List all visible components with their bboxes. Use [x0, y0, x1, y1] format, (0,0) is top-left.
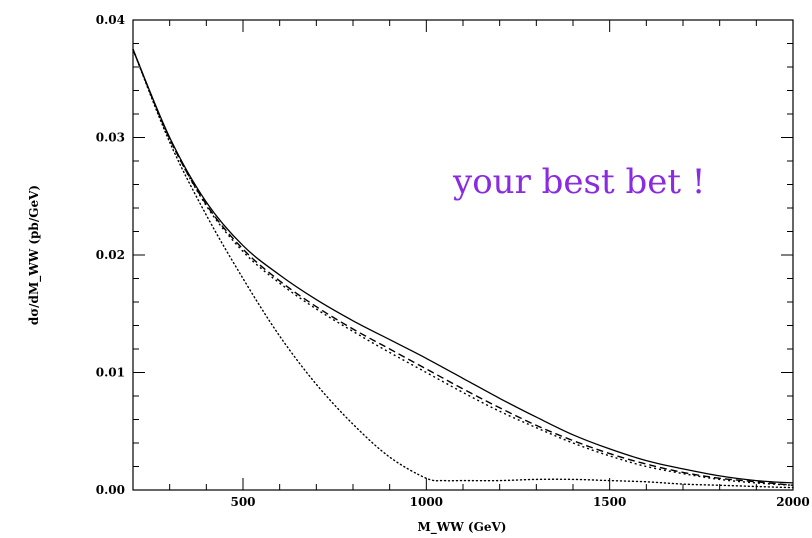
x-tick-label: 500 — [230, 495, 255, 509]
y-tick-label: 0.00 — [96, 483, 125, 497]
series-line-2-dashed — [132, 49, 794, 486]
series-layer — [132, 48, 794, 489]
plot-frame — [132, 19, 794, 491]
ticks — [133, 20, 793, 490]
y-tick-label: 0.03 — [96, 131, 125, 145]
y-axis-label: dσ/dM_WW (pb/GeV) — [27, 185, 42, 325]
y-tick-label: 0.02 — [96, 248, 125, 262]
tick-labels: 500 1000 1500 2000 0.00 0.01 0.02 0.03 0.04 — [96, 13, 810, 509]
x-tick-label: 2000 — [776, 495, 809, 509]
x-tick-label: 1500 — [593, 495, 626, 509]
annotation: your best bet ! — [452, 162, 705, 202]
x-axis-label: M_WW (GeV) — [418, 520, 507, 535]
series-line-3-dotted — [132, 49, 794, 486]
y-tick-label: 0.01 — [96, 366, 125, 380]
series-line-1-solid — [132, 49, 794, 484]
y-tick-label: 0.04 — [96, 13, 125, 27]
x-tick-label: 1000 — [410, 495, 443, 509]
series-line-4-sparse-dotted — [132, 48, 794, 489]
